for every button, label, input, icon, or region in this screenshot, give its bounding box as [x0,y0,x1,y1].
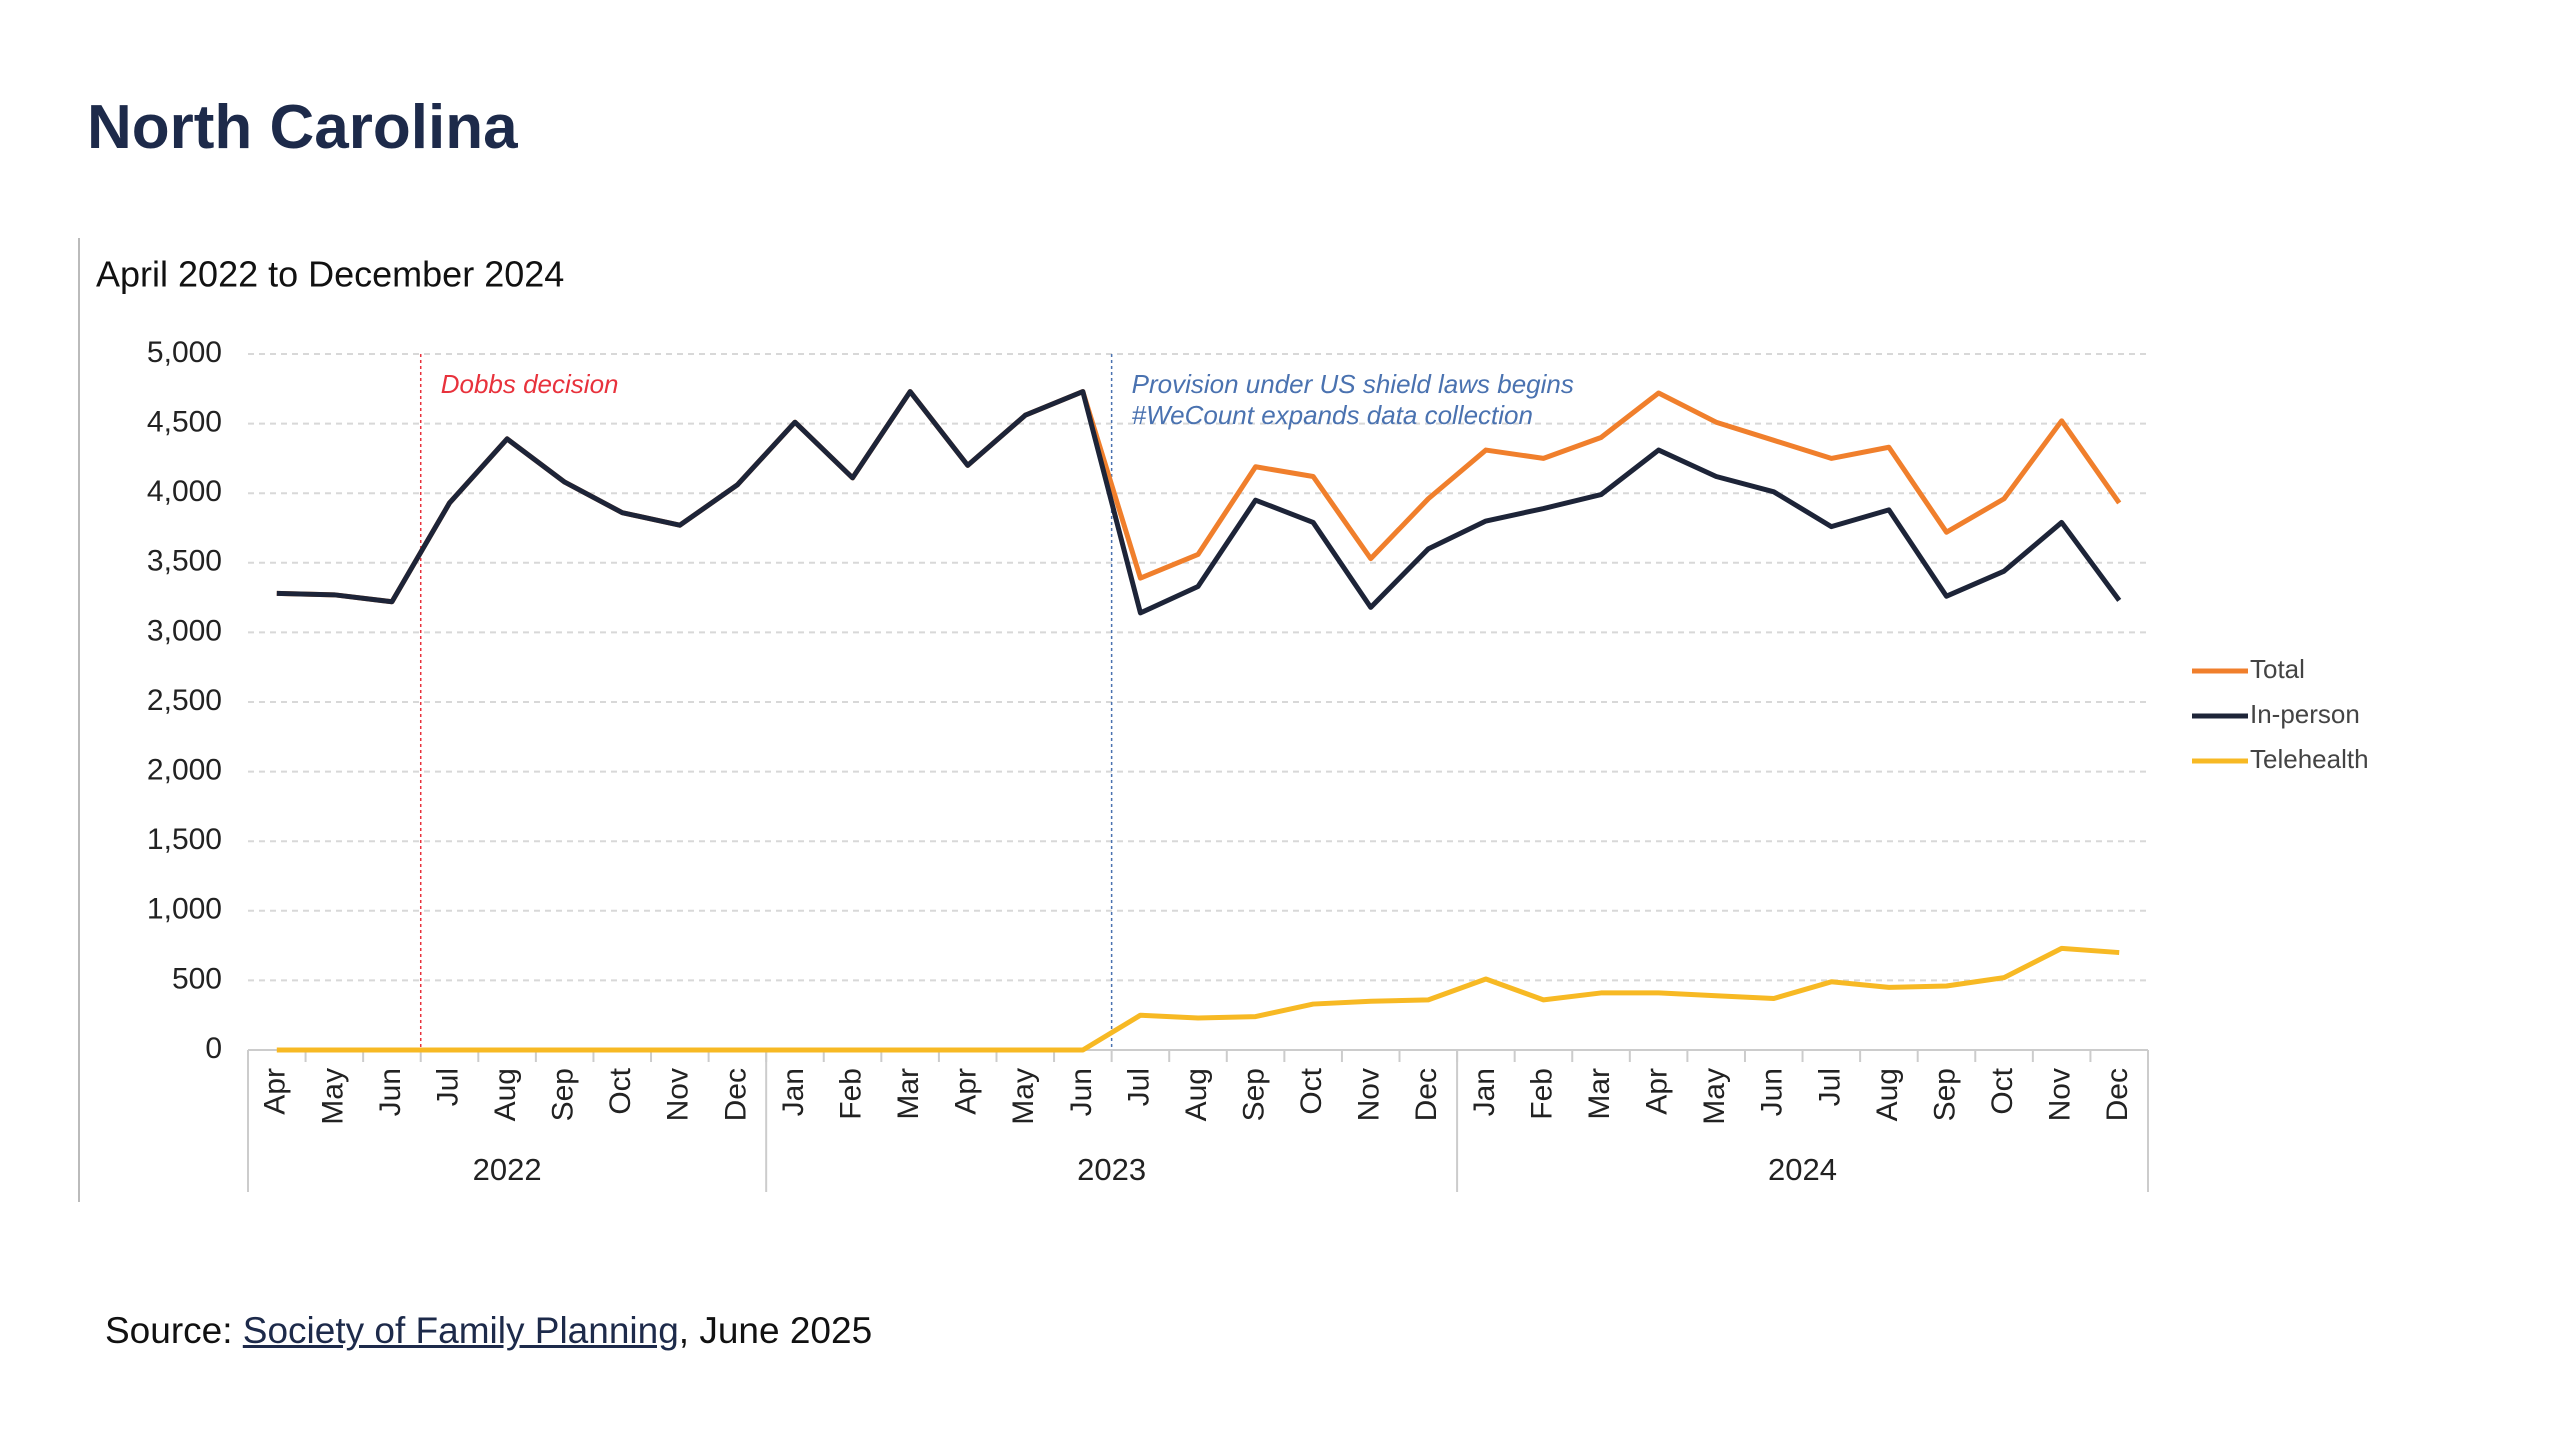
y-tick-label: 3,000 [147,614,222,647]
x-tick-label: Jul [1813,1068,1846,1106]
series-line [276,945,2120,1053]
legend-label: In-person [2250,699,2360,729]
page-title: North Carolina [87,93,518,162]
series-line [276,389,2122,616]
x-group-label: 2024 [1768,1152,1837,1187]
x-tick-label: Dec [719,1068,752,1121]
source-link[interactable]: Society of Family Planning [242,1310,679,1351]
source-suffix: , June 2025 [678,1310,873,1351]
x-tick-label: Apr [1641,1068,1674,1115]
y-tick-label: 2,000 [147,754,222,787]
legend-label: Total [2250,654,2305,684]
x-group-label: 2022 [473,1152,542,1187]
source: Source: Society of Family Planning, June… [105,1310,872,1352]
x-tick-label: Sep [1928,1068,1961,1121]
x-group-label: 2023 [1077,1152,1146,1187]
y-tick-label: 3,500 [147,545,222,578]
x-tick-label: Jan [777,1068,810,1116]
x-tick-label: Jun [1756,1068,1789,1116]
x-tick-label: Mar [892,1068,925,1120]
x-tick-label: Oct [604,1067,637,1114]
legend-label: Telehealth [2250,744,2369,774]
y-tick-label: 4,500 [147,406,222,439]
chart: April 2022 to December 2024 0 500 1,000 1,5… [78,238,2369,1202]
x-tick-label: Sep [547,1068,580,1121]
x-tick-label: Oct [1295,1067,1328,1114]
x-tick-label: Apr [259,1068,292,1115]
x-tick-label: Aug [1180,1068,1213,1121]
annotation-text: Provision under US shield laws begins [1132,369,1574,399]
y-tick-label: 5,000 [147,336,222,369]
chart-subtitle: April 2022 to December 2024 [96,254,564,295]
x-tick-label: Dec [2101,1068,2134,1121]
y-tick-label: 500 [172,962,222,995]
x-tick-label: Nov [662,1068,695,1121]
x-tick-label: Sep [1237,1068,1270,1121]
x-tick-label: Jan [1468,1068,1501,1116]
x-tick-label: Nov [1353,1068,1386,1121]
x-tick-label: Aug [489,1068,522,1121]
x-tick-label: Nov [2044,1068,2077,1121]
y-tick-label: 4,000 [147,475,222,508]
x-tick-label: May [1007,1068,1040,1125]
y-tick-label: 1,500 [147,823,222,856]
x-tick-label: Mar [1583,1068,1616,1120]
annotation-text: #WeCount expands data collection [1132,400,1533,430]
x-tick-label: Apr [950,1068,983,1115]
y-tick-label: 0 [205,1032,222,1065]
y-tick-label: 2,500 [147,684,222,717]
source-prefix: Source: [105,1310,243,1351]
x-tick-label: Oct [1986,1067,2019,1114]
x-tick-label: Jul [431,1068,464,1106]
y-tick-label: 1,000 [147,893,222,926]
x-tick-label: Feb [1525,1068,1558,1120]
x-tick-label: Feb [834,1068,867,1120]
x-tick-label: Dec [1410,1068,1443,1121]
x-tick-label: Jun [374,1068,407,1116]
annotation-text: Dobbs decision [441,369,619,399]
x-tick-label: May [316,1068,349,1125]
x-tick-label: Aug [1871,1068,1904,1121]
x-tick-label: Jun [1065,1068,1098,1116]
x-tick-label: May [1698,1068,1731,1125]
x-tick-label: Jul [1122,1068,1155,1106]
